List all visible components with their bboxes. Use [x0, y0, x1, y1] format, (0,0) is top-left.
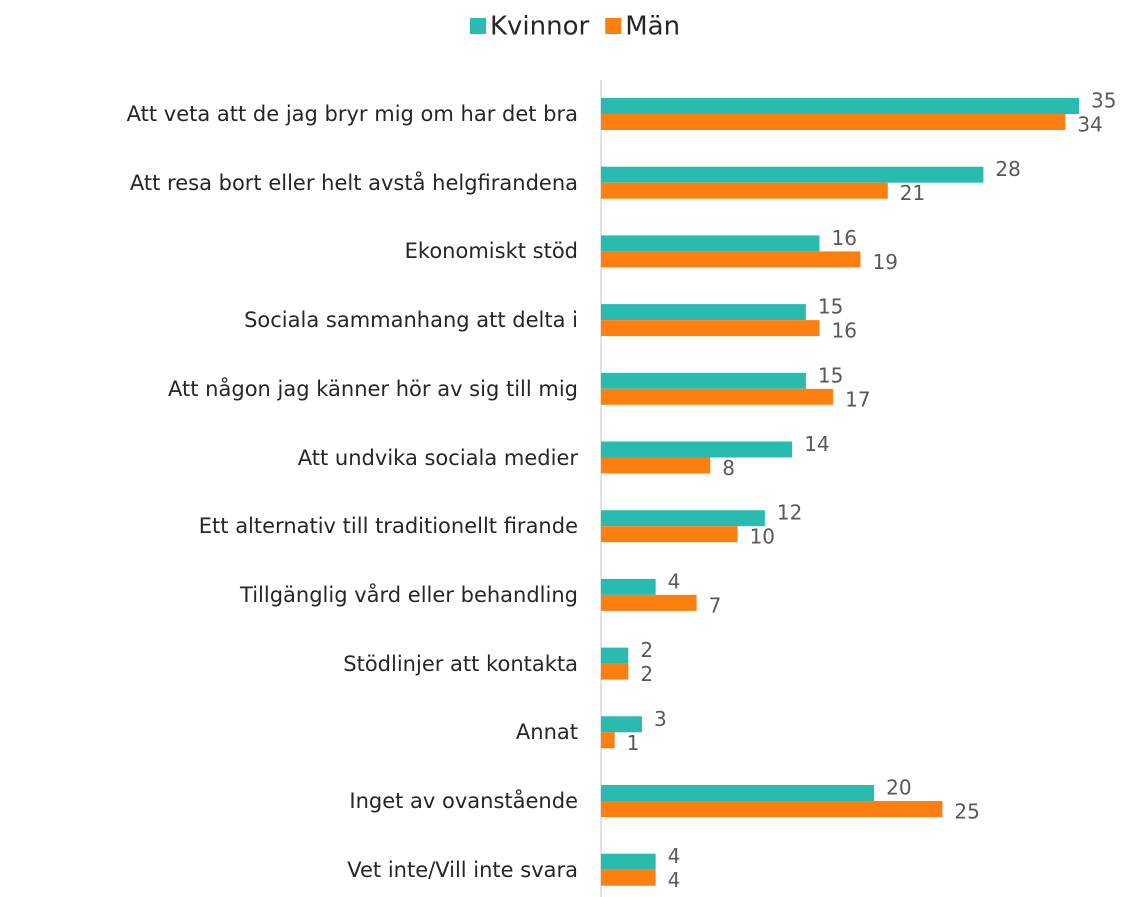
- value-label: 35: [1091, 89, 1116, 113]
- bar: [601, 98, 1079, 114]
- category-label: Tillgänglig vård eller behandling: [240, 582, 578, 607]
- category-label: Stödlinjer att kontakta: [343, 651, 578, 676]
- value-label: 3: [654, 707, 667, 731]
- value-label: 28: [995, 157, 1020, 181]
- value-label: 21: [900, 181, 925, 205]
- value-label: 2: [640, 662, 653, 686]
- value-label: 8: [722, 456, 735, 480]
- value-label: 4: [668, 569, 681, 593]
- bar: [601, 732, 615, 749]
- value-label: 17: [845, 387, 870, 411]
- category-label: Ekonomiskt stöd: [404, 239, 578, 264]
- bar: [601, 853, 656, 870]
- value-label: 15: [818, 363, 843, 387]
- category-label: Att någon jag känner hör av sig till mig: [168, 376, 578, 401]
- value-label: 10: [750, 525, 775, 549]
- value-label: 20: [886, 776, 911, 800]
- legend-label: Kvinnor: [490, 12, 590, 42]
- bar: [601, 182, 888, 199]
- category-label: Inget av ovanstående: [349, 789, 578, 813]
- value-label: 25: [954, 800, 979, 824]
- value-label: 16: [832, 226, 857, 250]
- bar: [601, 869, 656, 886]
- category-label: Annat: [515, 720, 578, 745]
- value-label: 4: [668, 844, 681, 868]
- value-label: 16: [832, 319, 857, 343]
- bar: [601, 372, 806, 389]
- bar: [601, 114, 1066, 130]
- legend-swatch: [470, 18, 486, 34]
- category-label: Vet inte/Vill inte svara: [347, 857, 578, 882]
- bar: [601, 716, 642, 733]
- bar: [601, 785, 875, 801]
- bar: [601, 594, 697, 611]
- bar: [601, 388, 834, 405]
- bar: [601, 801, 943, 817]
- value-label: 1: [627, 731, 640, 755]
- value-label: 2: [640, 638, 653, 662]
- bar: [601, 304, 806, 321]
- bar: [601, 457, 711, 474]
- bar: [601, 166, 984, 183]
- category-label: Att resa bort eller helt avstå helgfiran…: [129, 170, 578, 195]
- bar: [601, 251, 861, 268]
- legend-label: Män: [625, 12, 680, 42]
- value-label: 12: [777, 501, 802, 525]
- bar: [601, 320, 820, 337]
- category-label: Att undvika sociala medier: [297, 445, 578, 470]
- bar: [601, 526, 738, 543]
- value-label: 15: [818, 295, 843, 319]
- bar: [601, 510, 765, 527]
- value-label: 7: [709, 593, 722, 617]
- category-label: Sociala sammanhang att delta i: [244, 308, 578, 333]
- value-label: 19: [872, 250, 897, 274]
- bar: [601, 235, 820, 252]
- category-label: Ett alternativ till traditionellt firand…: [198, 514, 578, 539]
- value-label: 14: [804, 432, 829, 456]
- bar: [601, 578, 656, 595]
- legend-swatch: [605, 18, 622, 34]
- bar: [601, 441, 793, 458]
- value-label: 34: [1077, 113, 1102, 137]
- bar: [601, 663, 629, 680]
- category-label: Att veta att de jag bryr mig om har det …: [126, 102, 578, 126]
- value-label: 4: [668, 868, 681, 892]
- bar: [601, 647, 629, 664]
